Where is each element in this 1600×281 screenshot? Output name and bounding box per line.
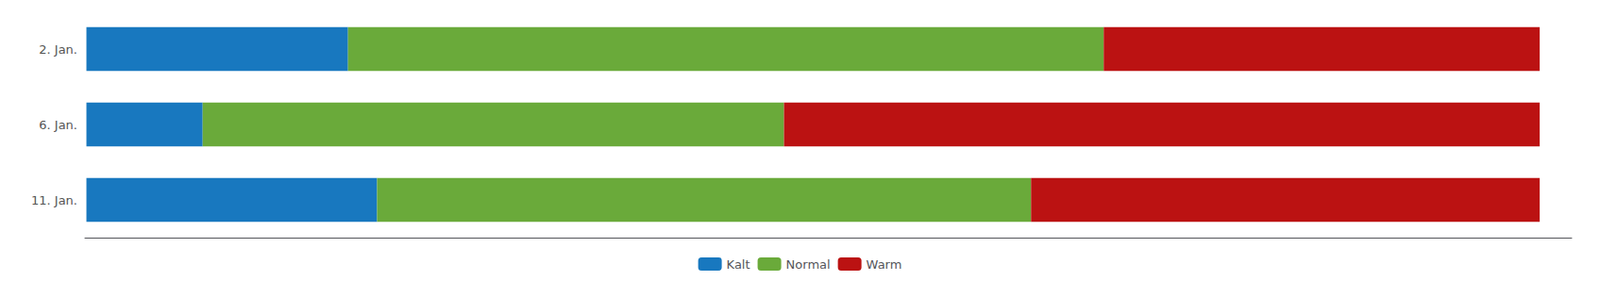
svg-text:2. Jan.: 2. Jan. — [38, 42, 78, 57]
svg-text:6. Jan.: 6. Jan. — [38, 117, 78, 133]
svg-text:Kalt: Kalt — [726, 257, 751, 272]
svg-text:11. Jan.: 11. Jan. — [31, 193, 78, 208]
svg-text:Warm: Warm — [866, 257, 903, 272]
svg-text:Normal: Normal — [786, 257, 831, 272]
